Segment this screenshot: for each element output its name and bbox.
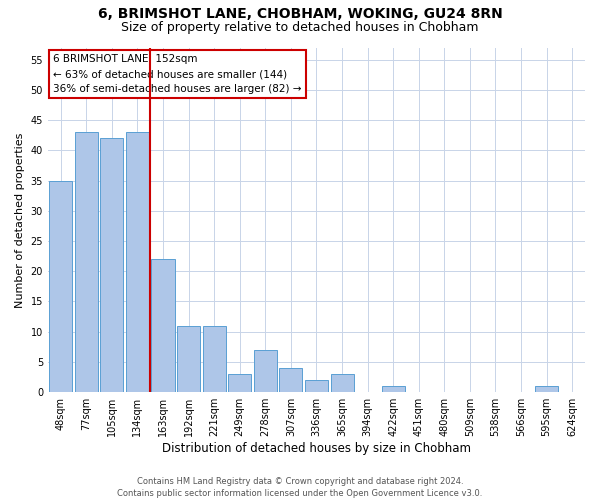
Text: 6, BRIMSHOT LANE, CHOBHAM, WOKING, GU24 8RN: 6, BRIMSHOT LANE, CHOBHAM, WOKING, GU24 … xyxy=(98,8,502,22)
Bar xyxy=(305,380,328,392)
Y-axis label: Number of detached properties: Number of detached properties xyxy=(15,132,25,308)
Bar xyxy=(151,259,175,392)
Bar xyxy=(126,132,149,392)
Bar xyxy=(280,368,302,392)
Bar xyxy=(535,386,558,392)
Text: Contains HM Land Registry data © Crown copyright and database right 2024.
Contai: Contains HM Land Registry data © Crown c… xyxy=(118,476,482,498)
Bar xyxy=(49,180,72,392)
Bar xyxy=(75,132,98,392)
Text: Size of property relative to detached houses in Chobham: Size of property relative to detached ho… xyxy=(121,21,479,34)
Bar xyxy=(228,374,251,392)
Bar xyxy=(100,138,124,392)
Text: 6 BRIMSHOT LANE: 152sqm
← 63% of detached houses are smaller (144)
36% of semi-d: 6 BRIMSHOT LANE: 152sqm ← 63% of detache… xyxy=(53,54,302,94)
Bar xyxy=(382,386,404,392)
Bar xyxy=(254,350,277,392)
Bar xyxy=(203,326,226,392)
X-axis label: Distribution of detached houses by size in Chobham: Distribution of detached houses by size … xyxy=(162,442,471,455)
Bar xyxy=(177,326,200,392)
Bar xyxy=(331,374,353,392)
